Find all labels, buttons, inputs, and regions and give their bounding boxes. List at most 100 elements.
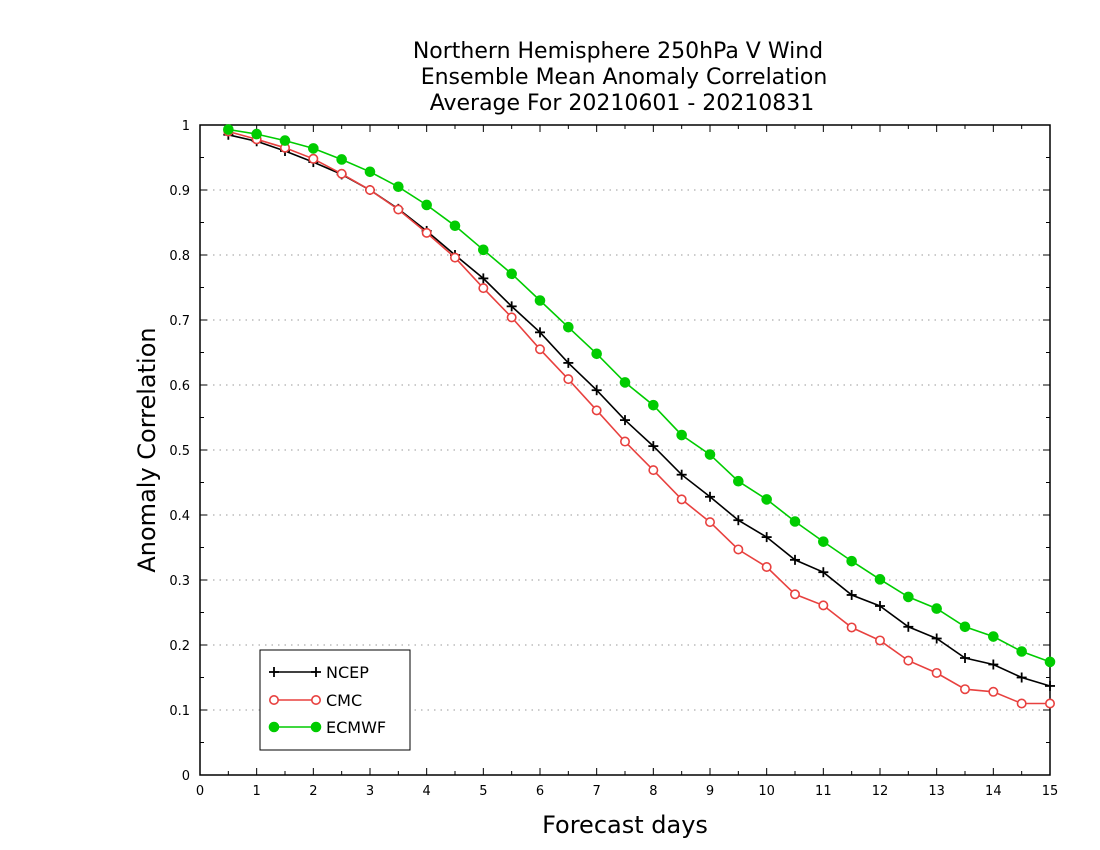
series-ecmwf [223, 124, 1056, 668]
data-point-cmc [1016, 698, 1027, 709]
data-point-ncep [620, 415, 630, 426]
y-tick-label: 0.5 [169, 444, 190, 459]
x-tick-label: 0 [196, 784, 204, 799]
data-point-ecmwf [478, 244, 489, 256]
data-point-cmc [421, 227, 432, 238]
chart-title-line-1: Northern Hemisphere 250hPa V Wind [413, 39, 823, 64]
legend-marker [268, 694, 279, 705]
data-point-ncep [903, 621, 914, 632]
y-tick-label: 0.9 [169, 184, 190, 199]
data-point-cmc [364, 185, 375, 196]
x-tick-label: 11 [815, 784, 832, 799]
data-point-ecmwf [789, 516, 801, 527]
y-tick-label: 1 [182, 119, 190, 134]
x-tick-label: 6 [536, 784, 544, 799]
data-point-cmc [506, 312, 517, 323]
x-axis: 0 1 2 3 4 5 6 7 8 9 10 11 12 13 14 15 [196, 125, 1058, 799]
data-point-cmc [393, 204, 404, 215]
data-point-cmc [761, 561, 772, 572]
data-point-cmc [874, 635, 885, 646]
data-point-ecmwf [279, 135, 291, 146]
legend: NCEP CMC ECMWF [259, 649, 411, 751]
data-point-ecmwf [761, 494, 772, 505]
x-tick-label: 8 [649, 784, 657, 799]
y-tick-label: 0.1 [169, 704, 190, 719]
data-point-ecmwf [619, 377, 631, 388]
data-point-ecmwf [449, 220, 461, 232]
data-point-ncep [478, 273, 489, 284]
x-tick-label: 15 [1042, 784, 1059, 799]
x-axis-label: Forecast days [542, 811, 708, 839]
data-point-ncep [790, 554, 800, 565]
data-point-ecmwf [563, 321, 574, 333]
legend-marker [269, 667, 279, 677]
data-point-ncep [535, 327, 545, 338]
chart-title-line-3: Average For 20210601 - 20210831 [430, 91, 815, 116]
y-tick-label: 0.8 [169, 249, 190, 264]
data-point-ncep [676, 469, 687, 480]
data-point-ecmwf [903, 591, 914, 603]
data-point-ecmwf [988, 631, 999, 642]
data-point-cmc [591, 405, 602, 416]
data-point-cmc [619, 436, 630, 447]
series-cmc [223, 126, 1056, 709]
x-tick-label: 9 [706, 784, 714, 799]
data-point-ecmwf [676, 429, 687, 441]
data-point-cmc [959, 684, 970, 695]
legend-label: NCEP [326, 663, 369, 682]
series-line-ncep [228, 134, 1051, 687]
x-tick-label: 2 [309, 784, 317, 799]
data-point-ncep [591, 385, 602, 396]
data-point-ecmwf [421, 199, 432, 211]
data-point-ncep [506, 301, 517, 312]
y-tick-label: 0.3 [169, 574, 190, 589]
data-point-ecmwf [648, 399, 659, 411]
legend-item-ecmwf: ECMWF [268, 718, 386, 737]
data-point-ncep [818, 567, 829, 578]
data-point-ecmwf [818, 536, 829, 547]
y-tick-label: 0.6 [169, 379, 190, 394]
x-tick-label: 1 [253, 784, 261, 799]
data-point-cmc [449, 252, 460, 263]
y-axis: 0 0.1 0.2 0.3 0.4 0.5 0.6 0.7 0.8 0.9 1 [169, 119, 1050, 784]
data-point-ecmwf [931, 603, 942, 614]
data-point-ecmwf [364, 166, 376, 178]
data-point-ecmwf [223, 124, 234, 135]
data-point-ncep [875, 601, 885, 611]
data-point-ncep [733, 515, 744, 526]
data-point-ncep [705, 491, 715, 502]
legend-item-ncep: NCEP [269, 663, 369, 682]
series-layer [223, 124, 1056, 709]
data-point-cmc [988, 686, 999, 697]
data-point-ecmwf [591, 348, 602, 360]
y-tick-label: 0 [182, 769, 190, 784]
data-point-ecmwf [874, 574, 886, 585]
x-tick-label: 4 [423, 784, 431, 799]
data-point-ecmwf [534, 295, 546, 306]
data-point-ncep [960, 653, 970, 663]
data-point-ecmwf [506, 268, 517, 280]
data-point-ecmwf [308, 143, 319, 154]
data-point-cmc [478, 283, 489, 294]
data-point-cmc [789, 589, 800, 600]
data-point-ncep [1045, 680, 1055, 691]
data-point-ecmwf [336, 154, 347, 165]
y-tick-label: 0.2 [169, 639, 190, 654]
data-point-ncep [931, 633, 942, 644]
data-point-cmc [704, 517, 715, 528]
legend-marker [310, 694, 321, 705]
data-point-ncep [563, 357, 574, 368]
data-point-cmc [676, 494, 687, 505]
data-point-ncep [761, 532, 772, 543]
data-point-ecmwf [733, 475, 744, 487]
x-tick-label: 14 [985, 784, 1002, 799]
chart-title-line-2: Ensemble Mean Anomaly Correlation [421, 65, 828, 90]
x-tick-label: 13 [928, 784, 945, 799]
data-point-cmc [733, 544, 744, 555]
data-point-cmc [818, 600, 829, 611]
data-point-cmc [903, 655, 914, 666]
data-point-ecmwf [704, 449, 716, 460]
y-axis-label: Anomaly Correlation [133, 327, 161, 572]
data-point-cmc [846, 622, 857, 633]
